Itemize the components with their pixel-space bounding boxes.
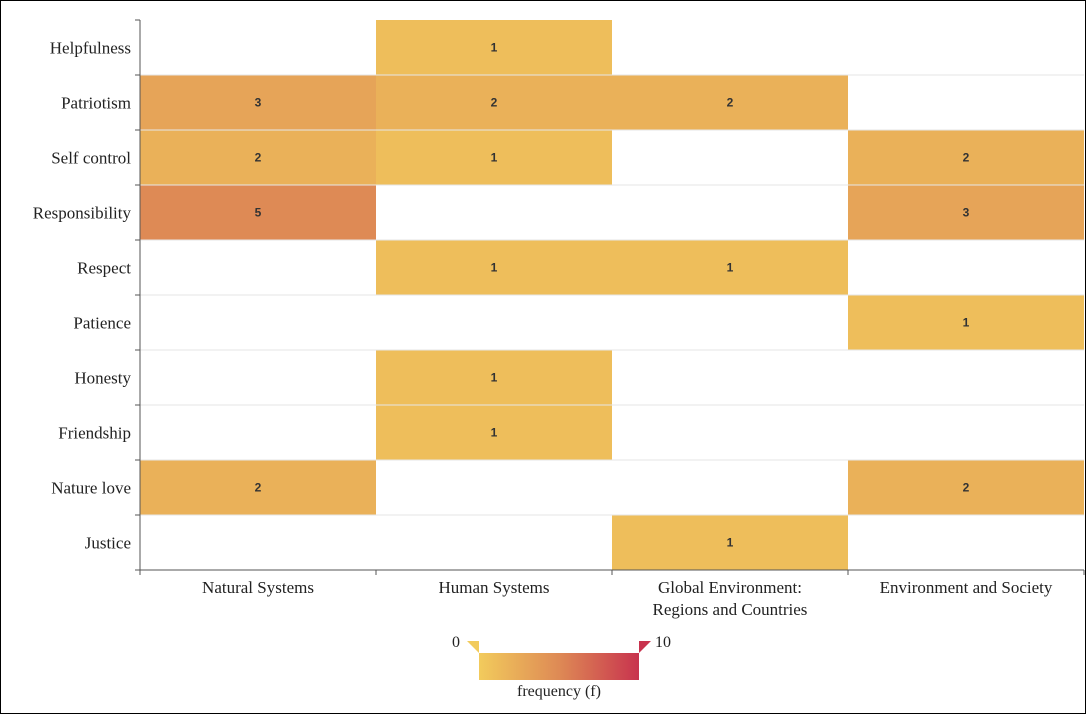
y-tick-label: Friendship <box>58 424 131 443</box>
cell-value-label: 1 <box>491 426 498 440</box>
heatmap-cell <box>140 185 376 240</box>
y-tick-label: Self control <box>51 149 131 168</box>
legend-color-bar <box>479 653 639 680</box>
row-labels: Helpfulness Patriotism Self control Respons… <box>33 39 132 553</box>
heatmap-cell <box>848 185 1084 240</box>
heatmap-cell <box>612 240 848 295</box>
x-tick-label: Global Environment: Regions and Countries <box>653 578 808 619</box>
y-tick-label: Patience <box>73 314 131 333</box>
heatmap-cell <box>848 295 1084 350</box>
legend-max-handle <box>639 641 651 653</box>
heatmap-cell <box>376 20 612 75</box>
heatmap-cell <box>376 130 612 185</box>
heatmap-cell <box>140 460 376 515</box>
cell-value-label: 2 <box>491 96 498 110</box>
axes <box>135 19 1085 575</box>
cell-value-label: 1 <box>491 151 498 165</box>
legend-min-label: 0 <box>452 634 460 651</box>
y-tick-label: Nature love <box>51 479 131 498</box>
heatmap-cell <box>848 130 1084 185</box>
cell-value-label: 1 <box>491 41 498 55</box>
cell-value-label: 2 <box>963 151 970 165</box>
cell-value-label: 1 <box>727 536 734 550</box>
cell-value-label: 5 <box>255 206 262 220</box>
cell-value-label: 2 <box>963 481 970 495</box>
cell-value-label: 2 <box>255 151 262 165</box>
color-legend: 0 10 frequency (f) <box>452 634 671 700</box>
heatmap-cell <box>140 130 376 185</box>
y-tick-label: Patriotism <box>61 94 131 113</box>
heatmap-cell <box>612 515 848 570</box>
heatmap-cell <box>376 75 612 130</box>
cell-value-label: 3 <box>255 96 262 110</box>
y-tick-label: Honesty <box>74 369 131 388</box>
x-tick-label: Natural Systems <box>202 578 314 597</box>
cell-value-label: 1 <box>727 261 734 275</box>
y-tick-label: Responsibility <box>33 204 132 223</box>
y-tick-label: Helpfulness <box>50 39 131 58</box>
cell-value-label: 3 <box>963 206 970 220</box>
legend-max-label: 10 <box>655 634 671 651</box>
y-tick-label: Justice <box>85 534 131 553</box>
column-labels: Natural Systems Human Systems Global Envir… <box>202 578 1053 619</box>
legend-title: frequency (f) <box>517 683 601 700</box>
heatmap-cell <box>376 405 612 460</box>
legend-min-handle <box>467 641 479 653</box>
heatmap-cell <box>376 350 612 405</box>
cell-value-label: 1 <box>963 316 970 330</box>
cell-value-label: 1 <box>491 261 498 275</box>
x-tick-label: Environment and Society <box>880 578 1053 597</box>
heatmap-cell <box>848 460 1084 515</box>
cell-value-label: 2 <box>255 481 262 495</box>
cell-value-label: 1 <box>491 371 498 385</box>
heatmap-cell <box>612 75 848 130</box>
heatmap-cell <box>376 240 612 295</box>
x-tick-label: Human Systems <box>439 578 550 597</box>
cell-value-label: 2 <box>727 96 734 110</box>
heatmap-cell <box>140 75 376 130</box>
heatmap-cells: 1 3 2 2 2 1 2 5 3 1 1 1 1 1 2 2 1 <box>140 20 1084 570</box>
y-tick-label: Respect <box>77 259 131 278</box>
